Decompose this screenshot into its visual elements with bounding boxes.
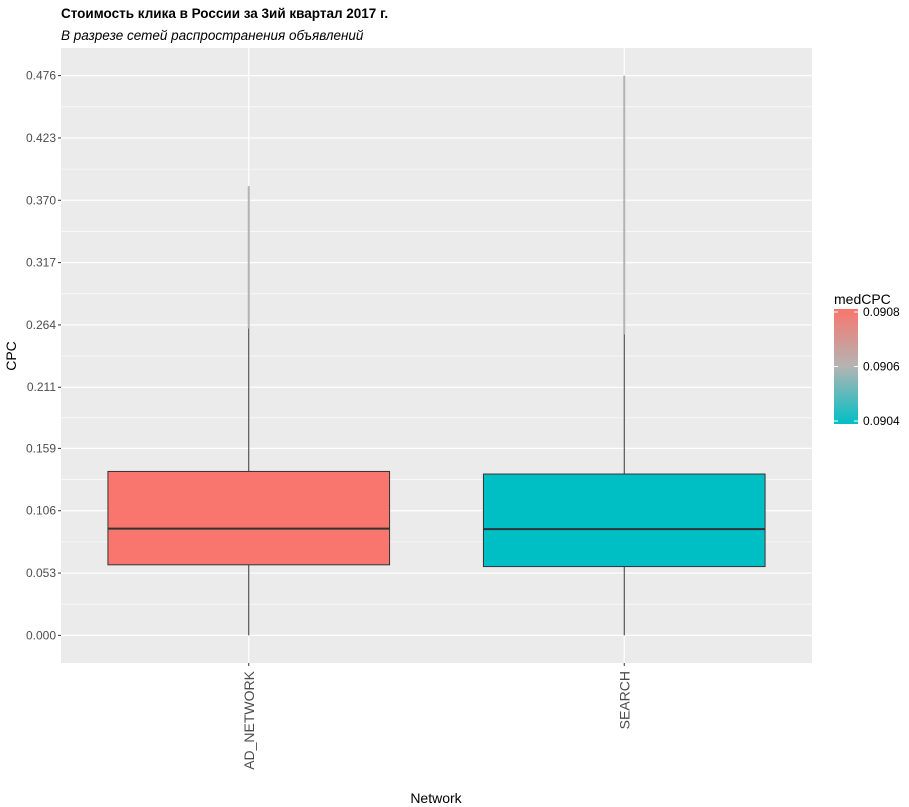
x-tick-label: SEARCH bbox=[616, 671, 632, 729]
y-tick-label: 0.317 bbox=[26, 256, 56, 270]
y-tick-label: 0.264 bbox=[26, 318, 56, 332]
y-axis-title: CPC bbox=[3, 341, 19, 371]
legend: medCPC 0.0904 0.0906 0.0908 bbox=[834, 291, 900, 428]
legend-ticks: 0.0904 0.0906 0.0908 bbox=[834, 305, 900, 428]
y-tick-label: 0.106 bbox=[26, 504, 56, 518]
y-tick-label: 0.159 bbox=[26, 441, 56, 455]
box-iqr bbox=[482, 473, 766, 568]
y-tick-label: 0.423 bbox=[26, 131, 56, 145]
x-tick-label: AD_NETWORK bbox=[241, 670, 257, 769]
y-tick-label: 0.000 bbox=[26, 628, 56, 642]
y-tick-label: 0.053 bbox=[26, 566, 56, 580]
y-tick-label: 0.476 bbox=[26, 69, 56, 83]
box-search bbox=[482, 75, 766, 636]
y-axis: 0.000 0.053 0.106 0.159 0.211 0.264 0.317 0.370… bbox=[26, 69, 61, 642]
box-iqr bbox=[107, 470, 391, 566]
x-axis: AD_NETWORK SEARCH bbox=[241, 663, 632, 770]
chart-subtitle: В разрезе сетей распространения объявлен… bbox=[61, 28, 364, 43]
legend-tick-label: 0.0906 bbox=[863, 360, 900, 374]
legend-tick-label: 0.0904 bbox=[863, 414, 900, 428]
legend-title: medCPC bbox=[834, 291, 891, 307]
y-tick-label: 0.370 bbox=[26, 193, 56, 207]
y-tick-label: 0.211 bbox=[27, 380, 56, 394]
x-axis-title: Network bbox=[410, 790, 462, 806]
box-layer bbox=[107, 75, 766, 636]
box-ad-network bbox=[107, 186, 391, 636]
plot-panel bbox=[61, 48, 812, 663]
legend-tick-label: 0.0908 bbox=[863, 305, 900, 319]
chart-title: Стоимость клика в России за 3ий квартал … bbox=[61, 6, 389, 21]
